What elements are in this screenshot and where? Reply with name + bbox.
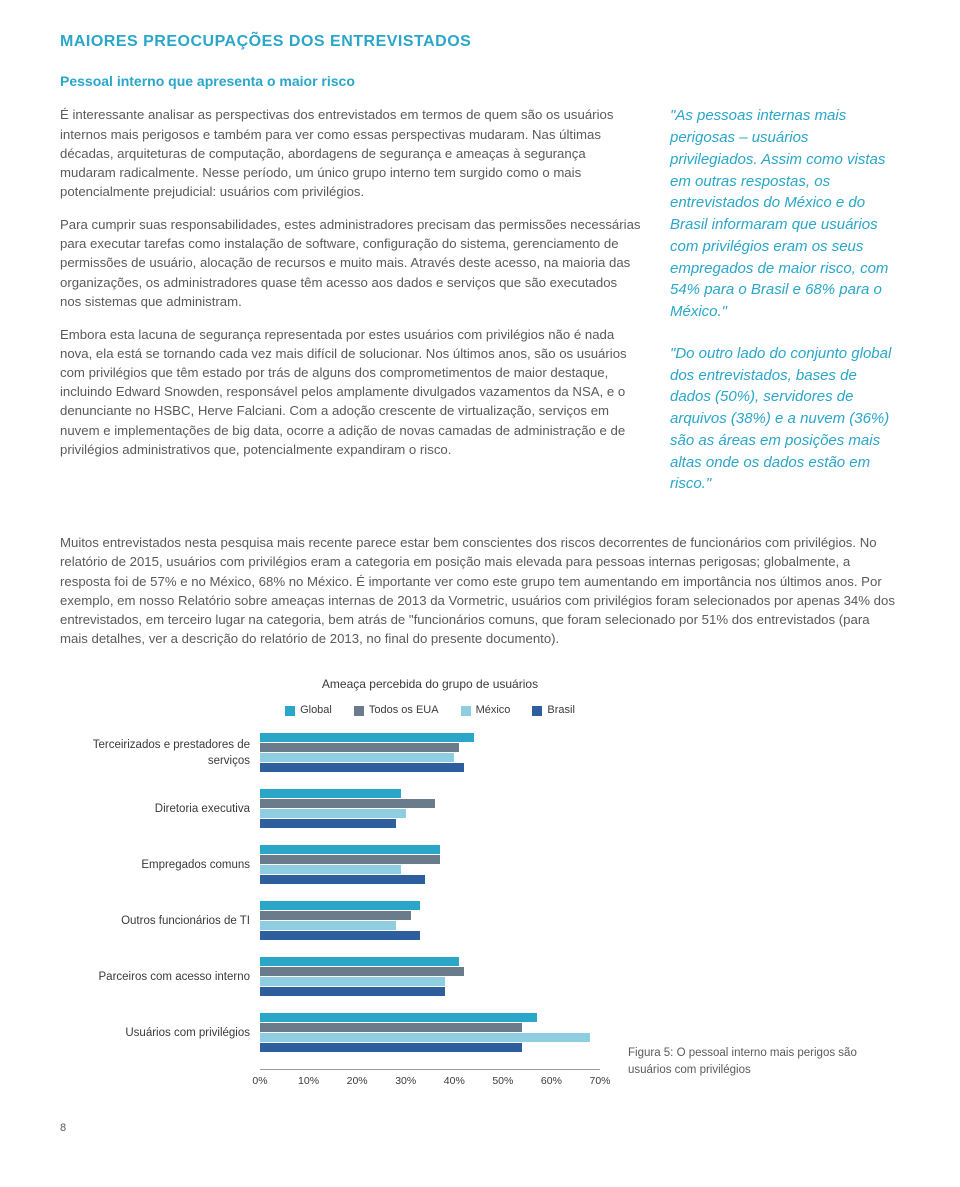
x-axis-tick: 10% [298,1074,319,1089]
bars-cell [260,1013,600,1053]
x-axis-tick: 70% [589,1074,610,1089]
bar [260,865,401,874]
chart-row-label: Empregados comuns [60,857,260,874]
legend-swatch [285,706,295,716]
body-paragraph: Embora esta lacuna de segurança represen… [60,325,642,459]
bar [260,875,425,884]
legend-label: México [476,703,511,719]
bars-cell [260,845,600,885]
x-axis-tick: 60% [541,1074,562,1089]
bar [260,845,440,854]
bar [260,1013,537,1022]
bars-cell [260,733,600,773]
pull-quote: "Do outro lado do conjunto global dos en… [670,343,900,495]
x-axis-tick: 20% [347,1074,368,1089]
chart-container: Ameaça percebida do grupo de usuários Gl… [60,676,900,1085]
bar [260,901,420,910]
bar [260,743,459,752]
section-heading: MAIORES PREOCUPAÇÕES DOS ENTREVISTADOS [60,30,900,53]
bar [260,799,435,808]
bar [260,809,406,818]
two-column-layout: É interessante analisar as perspectivas … [60,105,900,515]
bar [260,1023,522,1032]
bar [260,977,445,986]
legend-label: Brasil [547,703,575,719]
chart-row-label: Outros funcionários de TI [60,913,260,930]
x-axis-tick: 0% [252,1074,267,1089]
bar [260,1043,522,1052]
chart-legend: Global Todos os EUA México Brasil [260,703,600,719]
chart-row: Usuários com privilégios [60,1013,600,1053]
legend-label: Global [300,703,332,719]
body-paragraph: É interessante analisar as perspectivas … [60,105,642,201]
bar [260,967,464,976]
chart-title: Ameaça percebida do grupo de usuários [260,676,600,693]
bar [260,753,454,762]
bars-cell [260,789,600,829]
left-column: É interessante analisar as perspectivas … [60,105,642,515]
bar [260,1033,590,1042]
bar [260,921,396,930]
chart-row: Diretoria executiva [60,789,600,829]
chart-row: Outros funcionários de TI [60,901,600,941]
chart-row-label: Terceirizados e prestadores de serviços [60,737,260,770]
bar [260,789,401,798]
bars-cell [260,957,600,997]
body-paragraph-full: Muitos entrevistados nesta pesquisa mais… [60,533,900,648]
bar [260,911,411,920]
right-column: "As pessoas internas mais perigosas – us… [670,105,900,515]
chart-row: Empregados comuns [60,845,600,885]
legend-item: México [461,703,511,719]
bar [260,819,396,828]
chart-row-label: Parceiros com acesso interno [60,969,260,986]
legend-item: Todos os EUA [354,703,439,719]
chart-row-label: Diretoria executiva [60,801,260,818]
chart-row-label: Usuários com privilégios [60,1025,260,1042]
bars-cell [260,901,600,941]
legend-label: Todos os EUA [369,703,439,719]
chart-row: Terceirizados e prestadores de serviços [60,733,600,773]
bar [260,987,445,996]
bar [260,855,440,864]
chart-x-axis: 0%10%20%30%40%50%60%70% [260,1069,600,1085]
body-paragraph: Para cumprir suas responsabilidades, est… [60,215,642,311]
pull-quote: "As pessoas internas mais perigosas – us… [670,105,900,323]
legend-swatch [354,706,364,716]
bar [260,733,474,742]
legend-swatch [461,706,471,716]
bar [260,931,420,940]
legend-swatch [532,706,542,716]
chart-caption: Figura 5: O pessoal interno mais perigos… [628,1045,900,1086]
x-axis-tick: 30% [395,1074,416,1089]
page-number: 8 [60,1121,900,1137]
bar [260,763,464,772]
x-axis-tick: 40% [444,1074,465,1089]
subheading: Pessoal interno que apresenta o maior ri… [60,71,900,91]
bar-chart: Ameaça percebida do grupo de usuários Gl… [60,676,600,1085]
legend-item: Global [285,703,332,719]
x-axis-tick: 50% [492,1074,513,1089]
bar [260,957,459,966]
chart-row: Parceiros com acesso interno [60,957,600,997]
legend-item: Brasil [532,703,575,719]
chart-rows: Terceirizados e prestadores de serviços D… [60,733,600,1053]
